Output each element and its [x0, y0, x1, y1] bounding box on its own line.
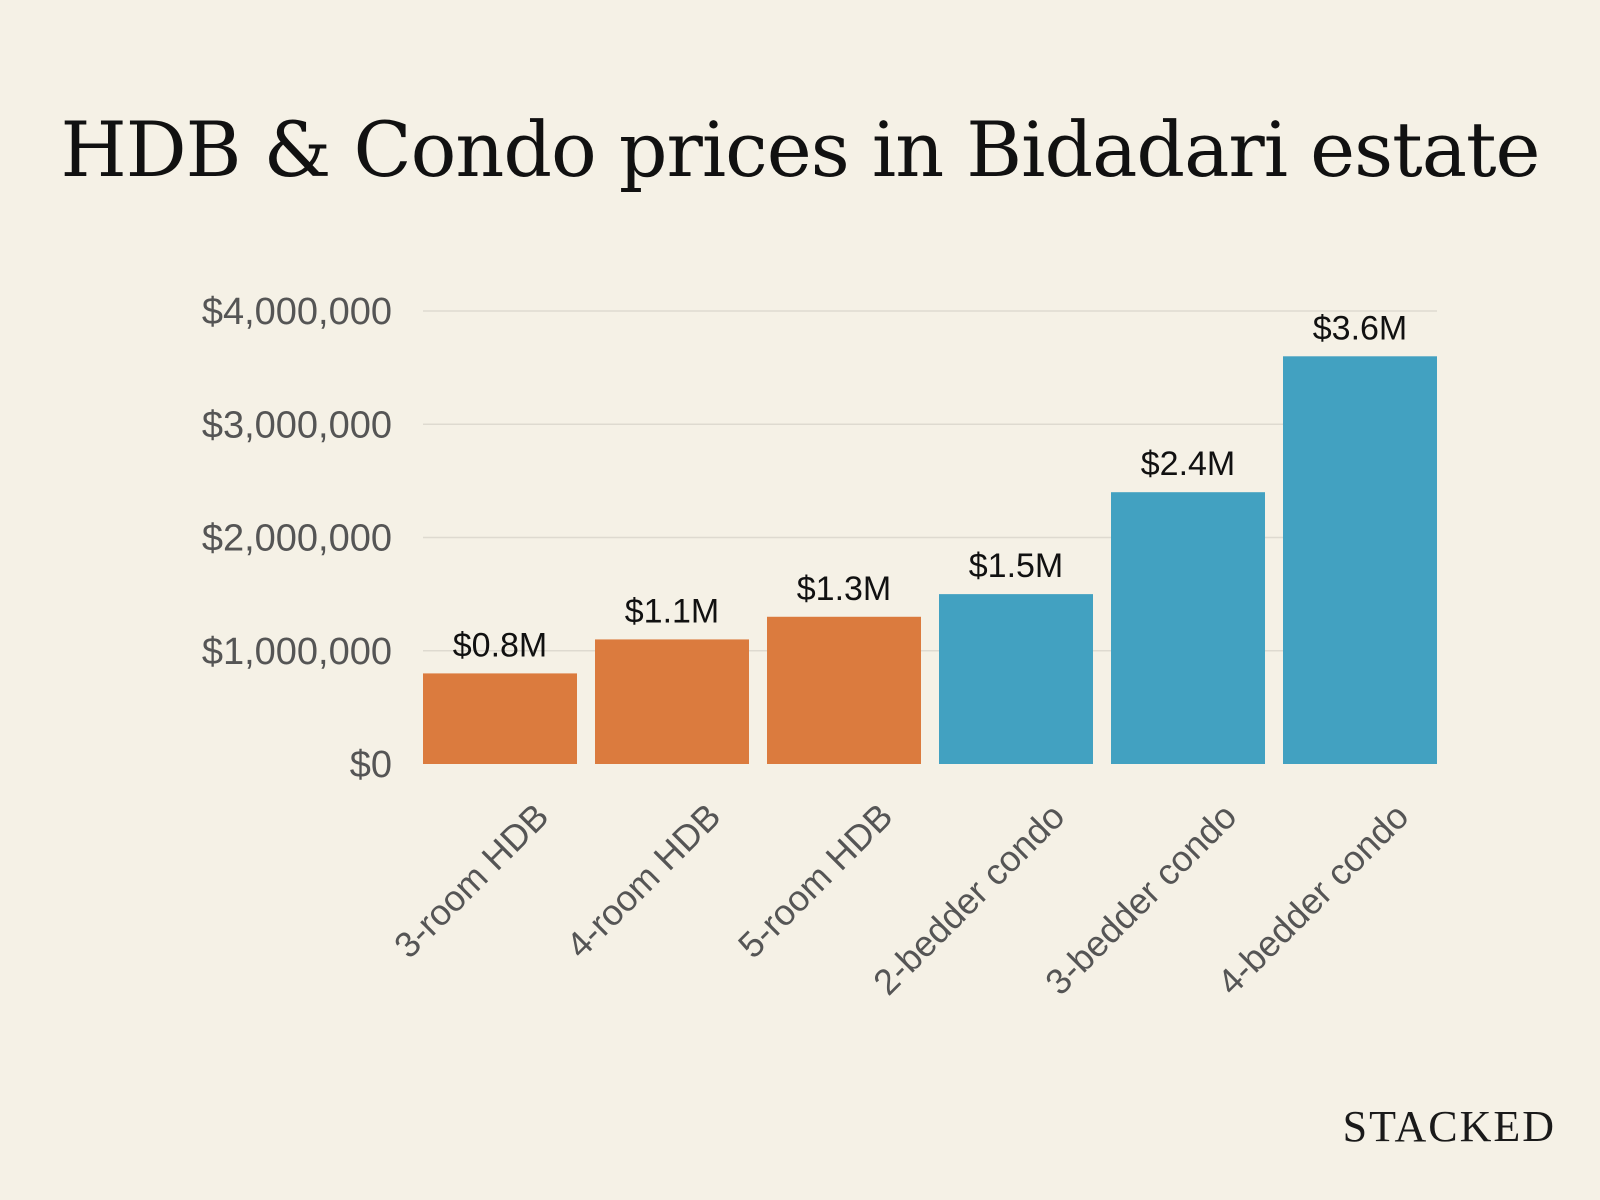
data-label: $1.1M [625, 592, 720, 630]
data-label: $1.3M [797, 570, 892, 608]
y-tick-label: $0 [350, 744, 392, 786]
y-axis-ticks: $0 $1,000,000 $2,000,000 $3,000,000 $4,000,0… [202, 291, 392, 786]
data-label: $3.6M [1313, 309, 1408, 347]
grid-lines [423, 310, 1437, 652]
y-tick-label: $2,000,000 [202, 518, 392, 560]
y-tick-label: $3,000,000 [202, 404, 392, 446]
bar [595, 639, 749, 764]
bar [423, 673, 577, 764]
data-label: $2.4M [1141, 445, 1236, 483]
bar [1283, 356, 1437, 764]
bars [423, 356, 1437, 764]
data-label: $0.8M [453, 626, 548, 664]
x-tick-label: 5-room HDB [730, 795, 900, 965]
x-tick-label: 4-room HDB [558, 795, 728, 965]
brand-logo: STACKED [1342, 1102, 1556, 1151]
data-label: $1.5M [969, 547, 1064, 585]
data-labels: $0.8M $1.1M $1.3M $1.5M $2.4M $3.6M [453, 309, 1408, 664]
y-tick-label: $1,000,000 [202, 631, 392, 673]
bar [1111, 492, 1265, 764]
y-tick-label: $4,000,000 [202, 291, 392, 333]
bar [767, 616, 921, 764]
bar [939, 594, 1093, 764]
chart-title: HDB & Condo prices in Bidadari estate [60, 105, 1540, 194]
x-tick-label: 3-room HDB [386, 795, 556, 965]
